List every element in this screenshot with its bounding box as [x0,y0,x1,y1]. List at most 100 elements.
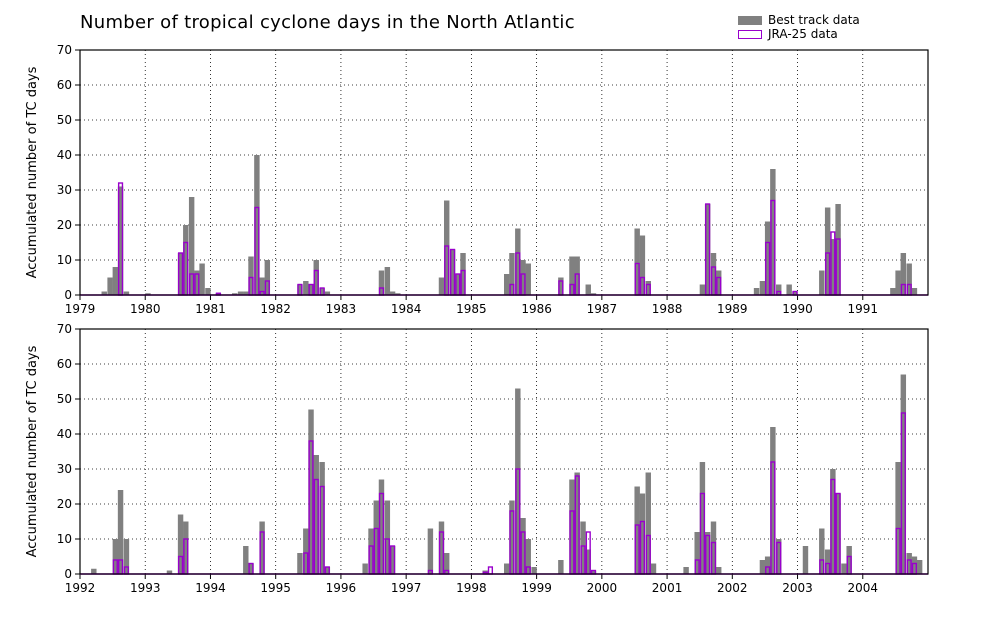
x-tick-label: 2000 [587,581,618,595]
x-tick-label: 1982 [260,302,291,316]
bar-best-track [303,281,309,295]
x-tick-label: 1987 [587,302,618,316]
bar-best-track [378,270,385,295]
bar-best-track [313,455,319,574]
bar-best-track [819,528,825,574]
bar-best-track [297,553,303,574]
x-tick-label: 1998 [456,581,487,595]
x-tick-label: 1981 [195,302,226,316]
bar-best-track [183,521,189,574]
bar-best-track [558,560,564,574]
x-tick-label: 1984 [391,302,422,316]
bar-jra25 [487,566,494,575]
x-tick-label: 1995 [260,581,291,595]
y-tick-label: 10 [57,253,72,267]
bar-best-track [205,288,211,295]
x-tick-label: 1996 [326,581,357,595]
bar-best-track [558,277,564,295]
bar-best-track [639,493,646,574]
x-tick-label: 2002 [717,581,748,595]
legend-item-jra25: JRA-25 data [738,27,838,41]
bar-best-track [373,500,379,574]
bar-best-track [835,493,841,574]
bar-best-track [248,563,254,574]
bar-best-track [574,472,580,574]
bar-best-track [525,539,531,574]
bar-best-track [650,563,657,574]
bar-best-track [580,521,586,574]
bar-best-track [590,293,597,295]
bar-best-track [91,568,97,574]
bar-best-track [792,291,798,295]
bar-best-track [776,284,782,295]
bar-best-track [384,267,391,295]
x-tick-label: 1992 [65,581,96,595]
y-tick-label: 50 [57,392,72,406]
bar-best-track [520,518,526,574]
bar-best-track [324,567,331,574]
x-tick-label: 1990 [782,302,813,316]
y-tick-label: 60 [57,78,72,92]
bar-best-track [699,462,706,574]
x-tick-label: 2001 [652,581,683,595]
bar-best-track [123,291,130,295]
bar-best-track [303,528,309,574]
bar-best-track [243,546,249,574]
bar-best-track [515,228,521,295]
bar-best-track [427,528,434,574]
bar-best-track [504,274,510,295]
bar-best-track [759,281,766,295]
bar-best-track [438,521,445,574]
bar-best-track [634,228,640,295]
bar-best-track [395,293,401,295]
y-tick-label: 40 [57,148,72,162]
bar-best-track [895,462,901,574]
bar-best-track [786,284,792,295]
bar-best-track [759,560,766,574]
y-tick-label: 0 [64,288,72,302]
x-tick-label: 1994 [195,581,226,595]
bar-best-track [237,291,244,295]
bar-best-track [802,546,809,574]
x-tick-label: 1983 [326,302,357,316]
bar-best-track [585,549,591,574]
bar-best-track [574,256,580,295]
bar-best-track [890,288,896,295]
y-tick-label: 70 [57,43,72,57]
legend-swatch-jra25 [738,29,762,39]
y-tick-label: 30 [57,462,72,476]
bar-best-track [509,500,515,574]
bar-best-track [231,293,238,295]
bar-best-track [194,270,200,295]
bar-best-track [107,277,113,295]
y-tick-label: 20 [57,497,72,511]
bar-best-track [515,388,521,574]
bar-best-track [166,570,173,574]
bar-best-track [112,267,119,295]
bar-best-track [254,155,260,295]
bar-best-track [911,556,918,574]
bar-best-track [199,263,205,295]
bar-best-track [368,528,374,574]
bar-best-track [188,197,195,295]
bar-best-track [753,288,760,295]
x-tick-label: 1986 [521,302,552,316]
bar-best-track [634,486,640,574]
bar-best-track [378,479,385,574]
bar-best-track [699,284,706,295]
bar-best-track [248,256,254,295]
x-tick-label: 2003 [782,581,813,595]
bar-best-track [455,274,461,295]
bar-best-track [145,293,151,295]
bar-best-track [585,284,591,295]
bar-best-track [449,249,456,295]
legend-swatch-best-track [738,15,762,25]
bar-best-track [443,553,450,574]
bar-best-track [830,469,836,574]
plot-frame [79,49,929,296]
y-tick-label: 10 [57,532,72,546]
bar-best-track [438,277,445,295]
y-tick-label: 60 [57,357,72,371]
bar-best-track [259,277,265,295]
